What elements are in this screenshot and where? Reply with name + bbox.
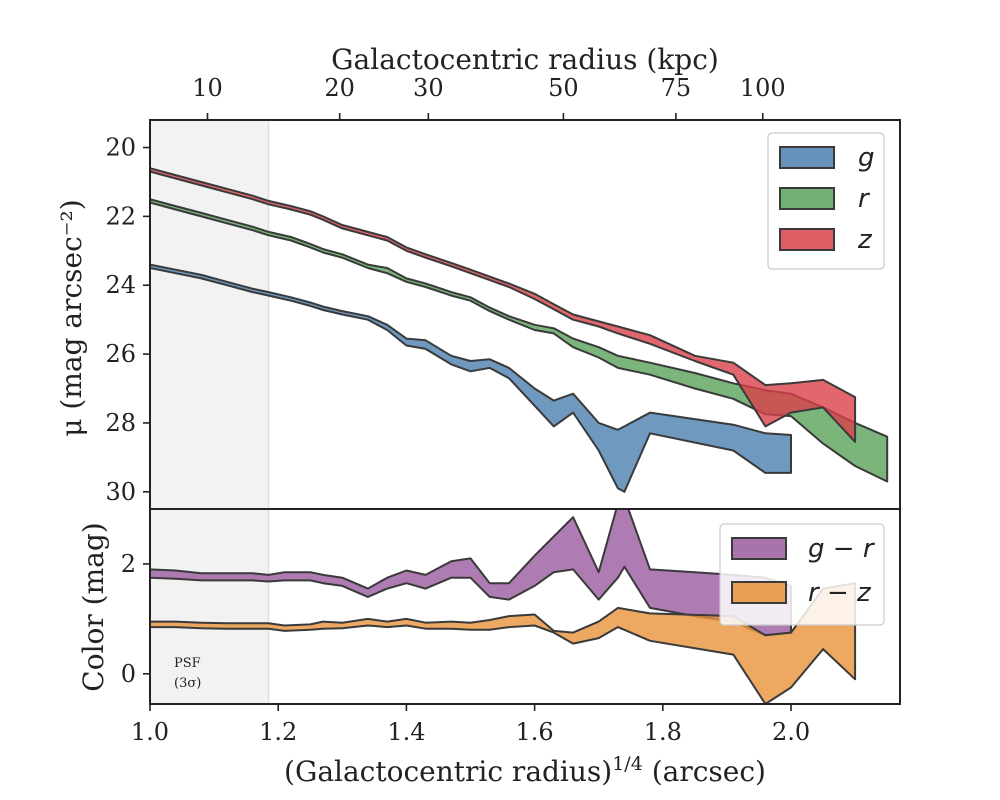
y-axis-title-top: μ (mag arcsec⁻²) <box>55 199 88 436</box>
x-axis-title-main: (Galactocentric radius) <box>284 755 612 788</box>
psf-label-line2: (3σ) <box>174 676 201 691</box>
y-tick-label-color-0: 0 <box>121 660 136 688</box>
legend-label-color-0: g − r <box>808 534 876 564</box>
band-color-1 <box>150 582 857 704</box>
chart-axes-layer: 20 22 24 26 28 30 0 2 1.0 1.2 1.4 1.6 1.8 2.0 10 20 30 50… <box>105 74 901 746</box>
x-tick-label-1: 1.2 <box>259 718 297 746</box>
legend-swatch-color-0 <box>731 537 787 560</box>
y-tick-label-surface-brightness-2: 24 <box>105 271 136 299</box>
top-tick-label-4: 75 <box>661 74 692 102</box>
y-tick-label-surface-brightness-0: 20 <box>105 134 136 162</box>
y-tick-label-color-1: 2 <box>121 550 136 578</box>
top-tick-label-1: 20 <box>324 74 355 102</box>
legend-label-surface-brightness-1: r <box>858 184 871 214</box>
x-tick-label-2: 1.4 <box>387 718 425 746</box>
psf-region-surface-brightness <box>150 120 269 509</box>
legend-label-surface-brightness-2: z <box>857 225 873 255</box>
x-axis-title-unit: (arcsec) <box>643 755 766 788</box>
y-axis-title-bottom: Color (mag) <box>77 522 110 691</box>
top-tick-label-2: 30 <box>413 74 444 102</box>
band-surface-brightness-0 <box>150 263 792 493</box>
chart-legend-layer: grz g − r r − z <box>719 132 885 626</box>
legend-swatch-surface-brightness-1 <box>779 187 835 210</box>
band-surface-brightness-2 <box>150 167 857 443</box>
top-tick-label-0: 10 <box>192 74 223 102</box>
band-surface-brightness-1 <box>150 198 889 483</box>
y-tick-label-surface-brightness-3: 26 <box>105 340 136 368</box>
x-axis-title: (Galactocentric radius)1/4 (arcsec) <box>284 753 766 788</box>
top-tick-label-5: 100 <box>740 74 786 102</box>
top-tick-label-3: 50 <box>548 74 579 102</box>
y-tick-label-surface-brightness-1: 22 <box>105 202 136 230</box>
legend-swatch-surface-brightness-2 <box>779 228 835 251</box>
psf-region-color <box>150 509 269 704</box>
x-tick-label-0: 1.0 <box>131 718 169 746</box>
legend-label-color-1: r − z <box>808 578 872 608</box>
x-axis-title-superscript: 1/4 <box>612 753 643 775</box>
chart-data-layer <box>150 167 889 704</box>
panel-frame-color <box>149 508 901 705</box>
x-tick-label-3: 1.6 <box>516 718 554 746</box>
y-tick-label-surface-brightness-5: 30 <box>105 478 136 506</box>
top-axis-title: Galactocentric radius (kpc) <box>331 43 719 76</box>
x-tick-label-5: 2.0 <box>772 718 810 746</box>
x-tick-label-4: 1.8 <box>644 718 682 746</box>
legend-swatch-surface-brightness-0 <box>779 146 835 169</box>
psf-label-line1: PSF <box>174 656 201 671</box>
y-tick-label-surface-brightness-4: 28 <box>105 409 136 437</box>
legend-swatch-color-1 <box>731 581 787 604</box>
legend-label-surface-brightness-0: g <box>858 143 875 173</box>
